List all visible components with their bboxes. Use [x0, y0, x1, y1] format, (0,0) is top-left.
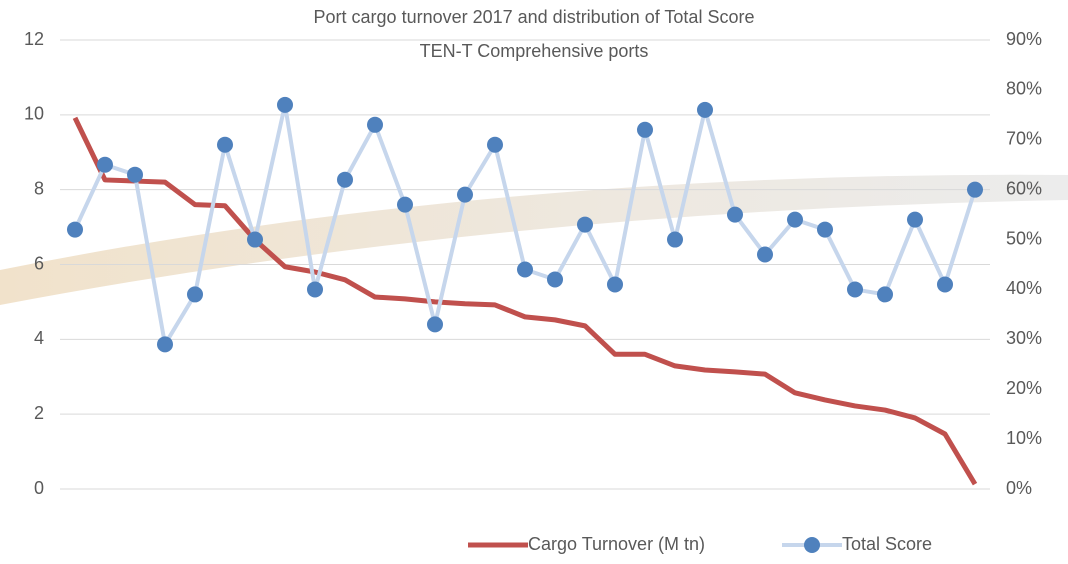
- data-point: [757, 247, 773, 263]
- y-tick-label: 4: [34, 328, 44, 348]
- data-point: [127, 167, 143, 183]
- data-point: [547, 271, 563, 287]
- y2-tick-label: 70%: [1006, 129, 1042, 149]
- chart: Port cargo turnover 2017 and distributio…: [0, 0, 1068, 564]
- y-tick-label: 8: [34, 178, 44, 198]
- data-point: [187, 286, 203, 302]
- data-point: [67, 222, 83, 238]
- data-point: [577, 217, 593, 233]
- y-tick-label: 10: [24, 104, 44, 124]
- data-point: [427, 316, 443, 332]
- data-point: [157, 336, 173, 352]
- y2-tick-label: 30%: [1006, 328, 1042, 348]
- page: {"chart_data": {"type": "line", "title":…: [0, 0, 1068, 564]
- data-point: [397, 197, 413, 213]
- data-point: [967, 182, 983, 198]
- data-point: [517, 261, 533, 277]
- data-point: [487, 137, 503, 153]
- data-point: [727, 207, 743, 223]
- y-tick-label: 2: [34, 403, 44, 423]
- y-tick-label: 0: [34, 478, 44, 498]
- data-point: [97, 157, 113, 173]
- y2-tick-label: 60%: [1006, 178, 1042, 198]
- y2-tick-label: 80%: [1006, 79, 1042, 99]
- y2-tick-label: 0%: [1006, 478, 1032, 498]
- data-point: [607, 276, 623, 292]
- data-point: [877, 286, 893, 302]
- y2-tick-label: 10%: [1006, 428, 1042, 448]
- data-point: [847, 281, 863, 297]
- data-point: [907, 212, 923, 228]
- y2-tick-label: 20%: [1006, 378, 1042, 398]
- y2-tick-label: 50%: [1006, 228, 1042, 248]
- data-point: [697, 102, 713, 118]
- y2-tick-label: 40%: [1006, 278, 1042, 298]
- legend-label: Cargo Turnover (M tn): [528, 534, 705, 554]
- series-line: [75, 118, 975, 484]
- data-point: [367, 117, 383, 133]
- data-point: [937, 276, 953, 292]
- chart-title: Port cargo turnover 2017 and distributio…: [314, 7, 755, 27]
- y-tick-label: 12: [24, 29, 44, 49]
- data-point: [337, 172, 353, 188]
- data-point: [787, 212, 803, 228]
- data-point: [667, 232, 683, 248]
- data-point: [217, 137, 233, 153]
- y2-tick-label: 90%: [1006, 29, 1042, 49]
- data-point: [247, 232, 263, 248]
- data-point: [307, 281, 323, 297]
- chart-subtitle: TEN-T Comprehensive ports: [420, 41, 649, 61]
- y-tick-label: 6: [34, 253, 44, 273]
- data-point: [637, 122, 653, 138]
- data-point: [277, 97, 293, 113]
- legend-label: Total Score: [842, 534, 932, 554]
- data-point: [817, 222, 833, 238]
- data-point: [457, 187, 473, 203]
- legend-marker: [804, 537, 820, 553]
